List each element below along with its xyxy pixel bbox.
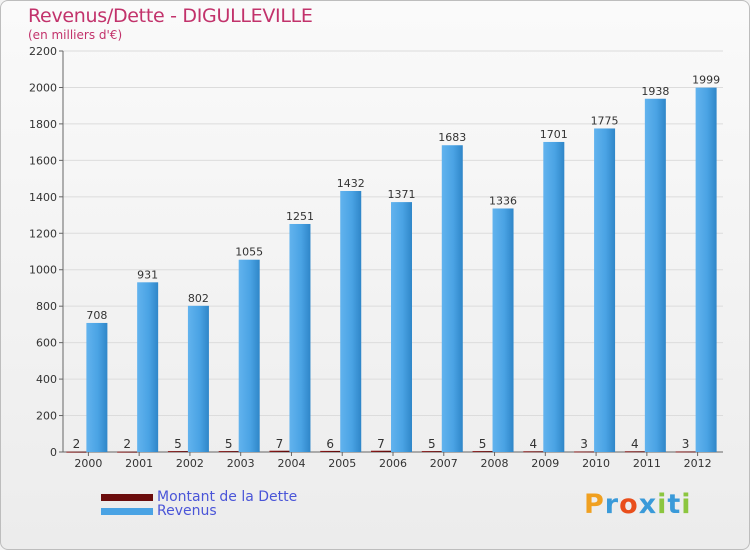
data-label-dette: 5 [479,437,487,451]
data-label-dette: 5 [225,437,233,451]
data-label-dette: 4 [631,437,639,451]
data-label-dette: 6 [326,437,334,451]
data-label-revenus: 708 [86,309,107,322]
logo-letter: t [667,489,682,520]
data-label-revenus: 1701 [540,128,568,141]
data-label-revenus: 1055 [235,246,263,259]
x-tick-label: 2002 [176,457,204,470]
bar-dette [574,451,595,453]
x-tick-label: 2005 [328,457,356,470]
bar-dette [218,451,239,453]
bar-revenus [695,87,717,453]
data-label-revenus: 1938 [641,85,669,98]
data-label-dette: 7 [377,437,385,451]
data-label-dette: 3 [682,437,690,451]
data-label-revenus: 1336 [489,194,517,207]
proxiti-logo: Proxiti [584,489,692,520]
bar-dette [421,451,442,453]
data-label-dette: 2 [73,437,81,451]
data-label-dette: 5 [428,437,436,451]
chart-subtitle: (en milliers d'€) [28,28,123,42]
y-tick-label: 1600 [29,154,57,167]
data-label-revenus: 931 [137,268,158,281]
x-tick-label: 2000 [74,457,102,470]
data-label-dette: 2 [123,437,131,451]
data-label-dette: 5 [174,437,182,451]
y-tick-label: 0 [50,446,57,459]
x-tick-label: 2006 [379,457,407,470]
bar-dette [320,450,341,452]
bar-dette [66,451,87,453]
logo-letter: i [681,489,692,520]
y-tick-label: 400 [36,373,57,386]
data-label-revenus: 802 [188,292,209,305]
logo-letter: r [604,489,620,520]
data-label-revenus: 1775 [591,114,619,127]
logo-letter: x [638,489,658,520]
bar-revenus [340,190,362,452]
logo-letter: o [619,489,639,520]
data-label-dette: 4 [529,437,537,451]
bar-revenus [187,305,209,452]
chart-title: Revenus/Dette - DIGULLEVILLE [28,5,313,27]
bar-dette [523,451,544,453]
legend-item-revenus: Revenus [101,503,217,519]
bar-dette [117,451,138,453]
y-tick-label: 1400 [29,191,57,204]
logo-letter: i [657,489,668,520]
bar-revenus [594,128,616,452]
bar-revenus [543,141,565,452]
bar-revenus [137,282,159,452]
bar-dette [675,451,696,453]
bar-revenus [391,202,412,452]
x-tick-label: 2010 [582,457,610,470]
legend-item-dette: Montant de la Dette [101,489,297,505]
y-tick-label: 2000 [29,81,57,94]
legend-label-dette: Montant de la Dette [157,489,298,505]
y-tick-label: 1000 [29,264,57,277]
bar-revenus [644,98,666,452]
y-tick-label: 600 [36,337,57,350]
data-label-dette: 3 [580,437,588,451]
data-label-revenus: 1432 [337,177,365,190]
y-tick-label: 200 [36,410,57,423]
x-tick-label: 2012 [684,457,712,470]
x-tick-label: 2004 [277,457,305,470]
legend-label-revenus: Revenus [157,503,217,519]
data-label-revenus: 1999 [692,74,720,87]
bar-revenus [289,223,311,452]
legend-swatch-revenus [101,507,153,515]
legend-swatch-dette [101,493,153,501]
y-tick-label: 1800 [29,118,57,131]
data-label-revenus: 1683 [438,131,466,144]
x-tick-label: 2008 [481,457,509,470]
x-tick-label: 2007 [430,457,458,470]
y-tick-label: 800 [36,300,57,313]
bar-dette [472,451,493,453]
bar-dette [371,450,391,452]
y-tick-label: 1200 [29,227,57,240]
data-label-revenus: 1251 [286,210,314,223]
x-tick-label: 2009 [531,457,559,470]
data-label-dette: 7 [276,437,284,451]
bar-dette [167,451,188,453]
logo-letter: P [584,489,605,520]
x-tick-label: 2001 [125,457,153,470]
bar-dette [269,450,290,452]
y-tick-label: 2200 [29,45,57,58]
x-tick-label: 2003 [227,457,255,470]
bar-revenus [441,145,463,453]
data-label-revenus: 1371 [388,188,416,201]
x-tick-label: 2011 [633,457,661,470]
bar-dette [624,451,645,453]
bar-revenus [492,208,514,452]
bar-revenus [86,322,108,452]
bar-revenus [238,259,260,452]
